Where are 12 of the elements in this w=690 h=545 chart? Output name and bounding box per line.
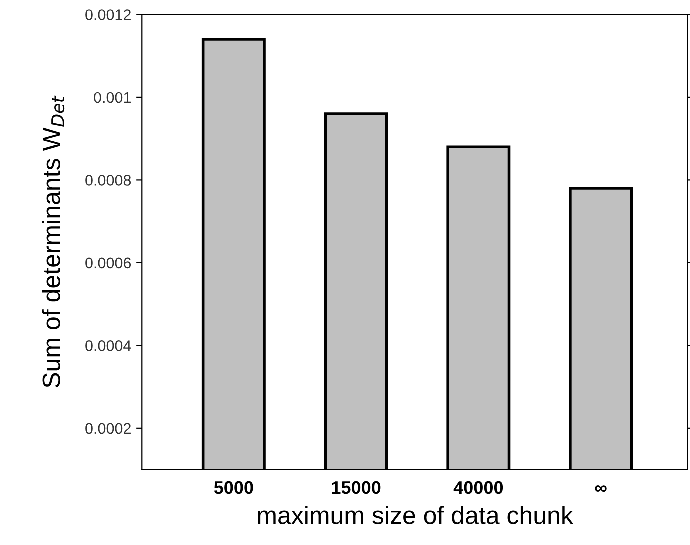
y-tick-label: 0.0006 <box>86 258 132 269</box>
x-tick-label: 40000 <box>454 481 504 494</box>
y-tick-label: 0.0002 <box>86 423 131 434</box>
x-tick-label: 15000 <box>332 481 381 494</box>
y-tick-label: 0.0008 <box>86 175 132 186</box>
y-tick-label: 0.001 <box>94 92 131 104</box>
y-tick-label: 0.0004 <box>86 340 132 352</box>
y-tick-label: 0.0012 <box>86 10 131 20</box>
x-axis-title: maximum size of data chunk <box>258 506 574 524</box>
y-axis-title: Sum of determinants W$_{Det}$ <box>42 96 65 388</box>
x-tick-label: ∞ <box>595 485 607 492</box>
x-tick-label: 5000 <box>214 481 254 494</box>
